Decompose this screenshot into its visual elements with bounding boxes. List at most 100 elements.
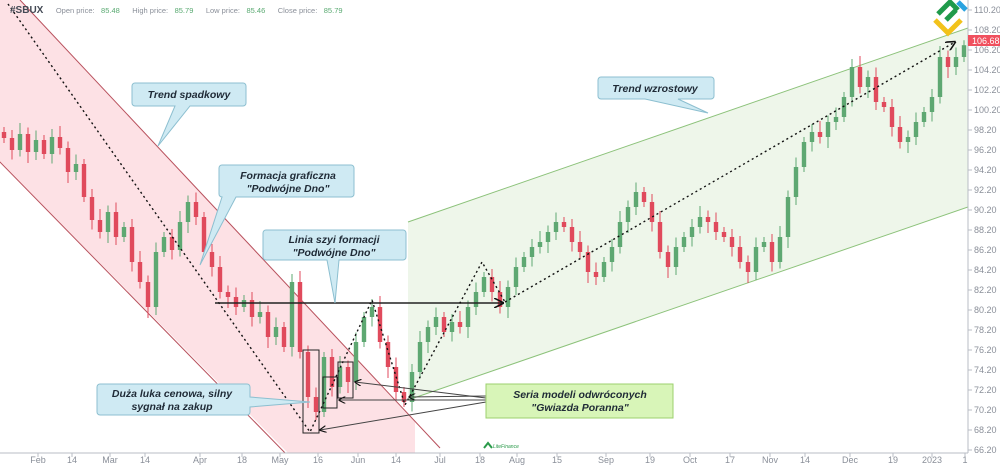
candle [609, 239, 615, 272]
candle [417, 331, 423, 379]
candle-body [577, 242, 583, 252]
candle [945, 50, 951, 78]
last-price: 106.68 [972, 36, 1000, 46]
candle-body [329, 357, 335, 387]
candle-body [353, 342, 359, 382]
candle-body [289, 282, 295, 347]
candle [385, 335, 391, 378]
candle [281, 322, 287, 352]
y-tick-label: 66.20 [974, 445, 997, 455]
candle-body [953, 57, 959, 67]
candle-body [737, 247, 743, 262]
candle-body [33, 140, 39, 152]
candle-body [881, 102, 887, 107]
candle [953, 47, 959, 75]
callout-neckline-line1: Linia szyi formacji [288, 234, 380, 246]
candle [657, 211, 663, 259]
candle [89, 189, 95, 230]
y-tick-label: 108.20 [974, 25, 1000, 35]
candle-body [657, 222, 663, 252]
candle [233, 287, 239, 315]
candle-body [177, 222, 183, 250]
candle [329, 349, 335, 397]
candle-body [857, 67, 863, 87]
y-tick-label: 76.20 [974, 345, 997, 355]
litefinance-watermark: LiteFinance [483, 441, 519, 450]
candle-body [609, 247, 615, 262]
candle [553, 212, 559, 240]
candle-body [793, 167, 799, 197]
candle-body [673, 247, 679, 267]
candle [833, 107, 839, 130]
candle [105, 205, 111, 243]
candle-body [217, 267, 223, 292]
x-tick-label: Mar [102, 455, 118, 465]
candle-body [321, 357, 327, 412]
candle-body [337, 367, 343, 387]
candle-body [497, 292, 503, 307]
watermark-text: LiteFinance [493, 444, 519, 450]
candle-body [393, 367, 399, 392]
x-tick-label: May [271, 455, 289, 465]
y-tick-label: 72.20 [974, 385, 997, 395]
candle-body [537, 242, 543, 247]
candle [401, 387, 407, 407]
callout-downtrend: Trend spadkowy [131, 82, 247, 147]
candle [649, 194, 655, 232]
candle [433, 307, 439, 335]
candle-body [753, 247, 759, 272]
candle-body [185, 202, 191, 222]
close-label: Close price: [278, 6, 318, 15]
pattern-box-2 [322, 376, 338, 409]
y-tick-label: 84.20 [974, 265, 997, 275]
x-tick-label: 14 [800, 455, 810, 465]
y-axis: 110.20 108.20 106.20 104.20 102.20 100.20 98.2… [968, 5, 1000, 455]
candle-body [369, 307, 375, 317]
candle [177, 211, 183, 257]
callout-neckline-line2: "Podwójne Dno" [293, 247, 377, 259]
candle [161, 232, 167, 257]
callout-morning-star: Seria modeli odwróconych "Gwiazda Porann… [485, 383, 674, 419]
candle-body [137, 262, 143, 282]
candle-body [865, 77, 871, 87]
candle-body [49, 137, 55, 154]
projection-arrow [504, 42, 955, 303]
candle-body [649, 202, 655, 222]
candle [689, 219, 695, 247]
candle-body [401, 392, 407, 402]
candle-body [801, 142, 807, 167]
callout-gap-line1: Duża luka cenowa, silny [112, 388, 233, 400]
candle-body [633, 192, 639, 207]
candle [217, 256, 223, 299]
candle [97, 209, 103, 239]
candle-body [921, 112, 927, 122]
candle-body [1, 132, 7, 138]
uptrend-lower-line [407, 206, 968, 401]
candle [505, 280, 511, 318]
pattern-box-1 [302, 349, 320, 434]
y-tick-label: 110.20 [974, 5, 1000, 15]
candle [33, 130, 39, 160]
x-tick-label: Nov [762, 455, 779, 465]
x-tick-label: 19 [888, 455, 898, 465]
candle-body [913, 122, 919, 137]
callout-double-bottom-line2: "Podwójne Dno" [247, 183, 331, 195]
candle [481, 272, 487, 297]
callout-morning-star-line1: Seria modeli odwróconych [513, 389, 647, 401]
callout-gap-line2: sygnał na zakup [131, 401, 213, 413]
candle [681, 232, 687, 252]
candle [625, 200, 631, 233]
candle [209, 244, 215, 277]
candle-body [489, 277, 495, 292]
candle [513, 257, 519, 295]
ohlc-header: #SBUX Open price: 85.48 High price: 85.7… [10, 5, 343, 16]
candle [601, 257, 607, 282]
x-tick-label: 14 [140, 455, 150, 465]
candle [665, 245, 671, 278]
x-tick-label: 2023 [922, 455, 942, 465]
candle [769, 234, 775, 272]
candle-body [473, 292, 479, 307]
x-tick-label: 17 [725, 455, 735, 465]
candle [673, 237, 679, 275]
